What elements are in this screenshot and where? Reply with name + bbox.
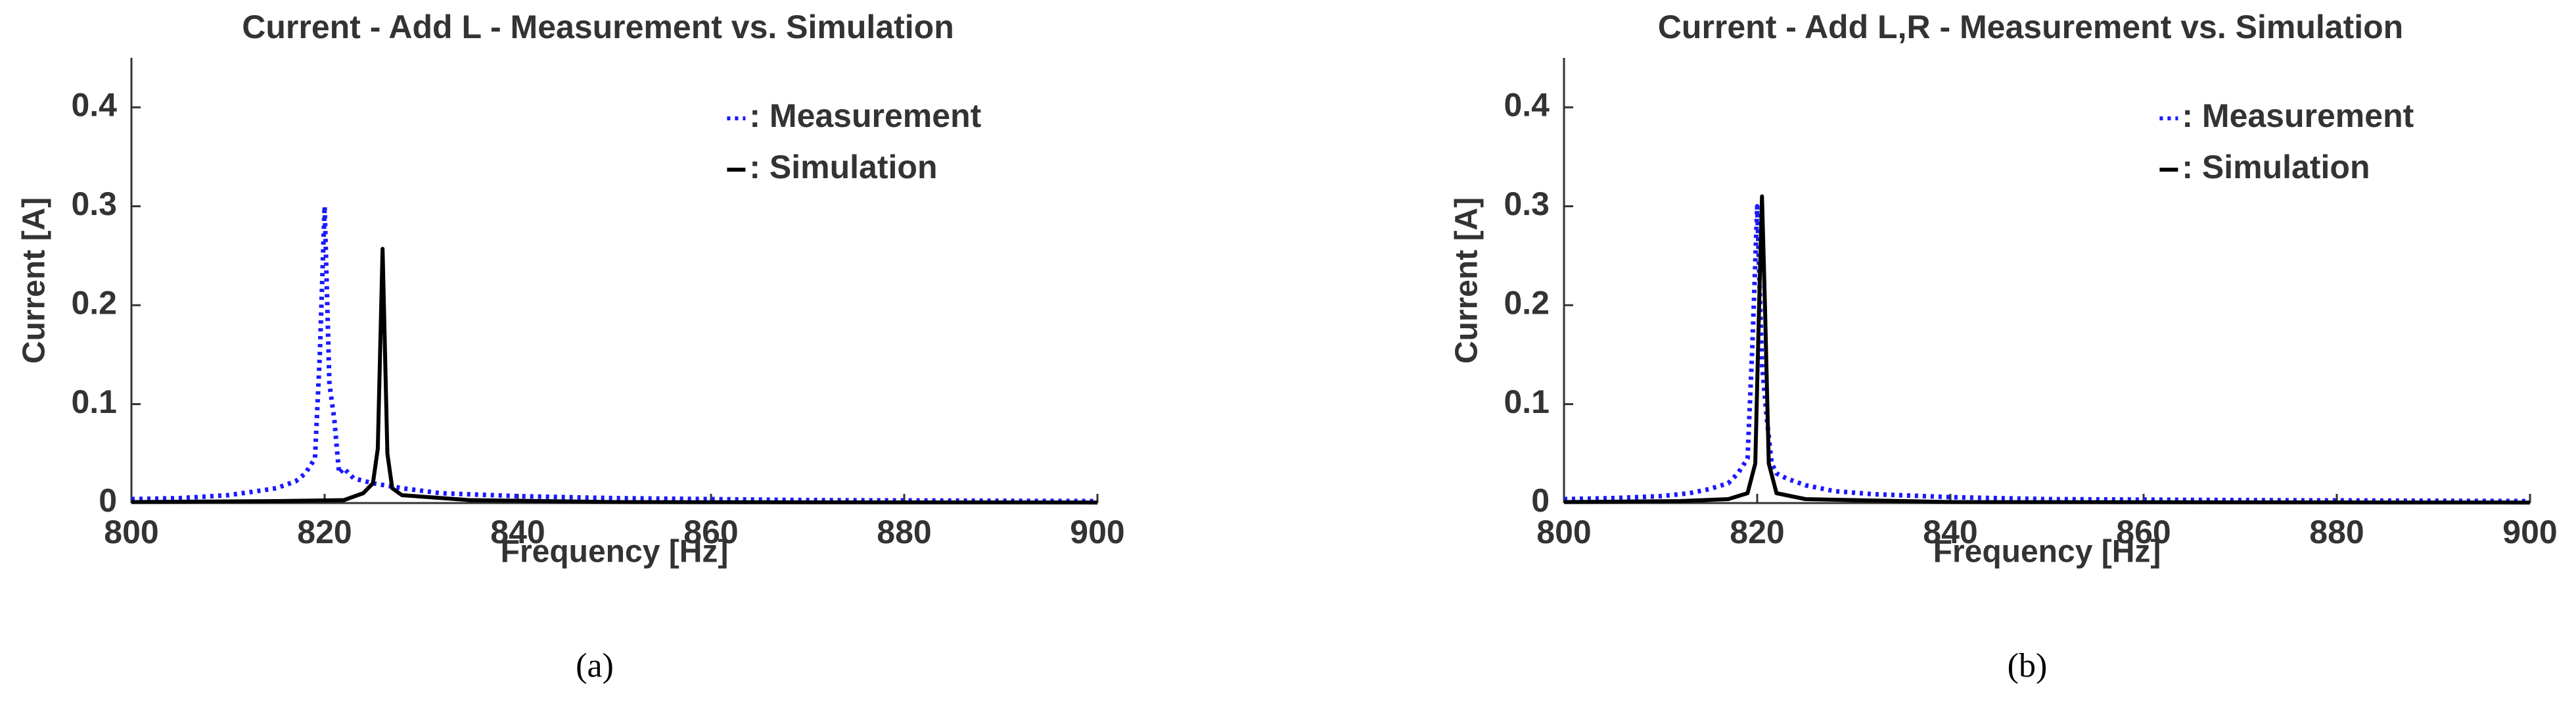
data-line [1563, 194, 2531, 505]
y-tick-label: 0.3 [1504, 185, 1550, 222]
data-line [131, 247, 1098, 505]
x-tick-label: 800 [104, 514, 158, 550]
legend-label: : Measurement [2182, 97, 2414, 134]
y-tick-label: 0.1 [1504, 383, 1550, 420]
x-axis-label: Frequency [Hz] [501, 535, 729, 569]
x-tick-label: 800 [1536, 514, 1591, 550]
legend-label: : Simulation [749, 149, 937, 185]
y-tick-label: 0 [99, 482, 117, 519]
x-tick-label: 880 [2309, 514, 2364, 550]
y-tick-label: 0.2 [1504, 284, 1550, 321]
chart-title: Current - Add L,R - Measurement vs. Simu… [1658, 9, 2403, 45]
data-line [131, 204, 1098, 504]
caption: (b) [2008, 647, 2048, 685]
caption: (a) [576, 647, 614, 685]
legend-label: : Simulation [2182, 149, 2370, 185]
y-tick-label: 0.4 [1504, 86, 1550, 123]
chart: Current - Add L - Measurement vs. Simula… [17, 9, 1125, 685]
x-tick-label: 840 [490, 514, 545, 550]
y-tick-label: 0.3 [71, 185, 117, 222]
y-tick-label: 0.1 [71, 383, 117, 420]
x-tick-label: 820 [297, 514, 352, 550]
x-tick-label: 840 [1923, 514, 1977, 550]
y-tick-label: 0.4 [71, 86, 117, 123]
x-tick-label: 860 [683, 514, 738, 550]
chart: Current - Add L,R - Measurement vs. Simu… [1450, 9, 2558, 685]
x-tick-label: 860 [2116, 514, 2171, 550]
y-tick-label: 0.2 [71, 284, 117, 321]
y-axis-label: Current [A] [1450, 197, 1484, 364]
data-line [1563, 204, 2531, 504]
x-tick-label: 900 [2502, 514, 2557, 550]
x-tick-label: 880 [877, 514, 931, 550]
x-tick-label: 900 [1070, 514, 1124, 550]
x-axis-label: Frequency [Hz] [1933, 535, 2161, 569]
x-tick-label: 820 [1730, 514, 1784, 550]
y-tick-label: 0 [1531, 482, 1550, 519]
legend-label: : Measurement [749, 97, 981, 134]
y-axis-label: Current [A] [17, 197, 52, 364]
chart-title: Current - Add L - Measurement vs. Simula… [242, 9, 954, 45]
